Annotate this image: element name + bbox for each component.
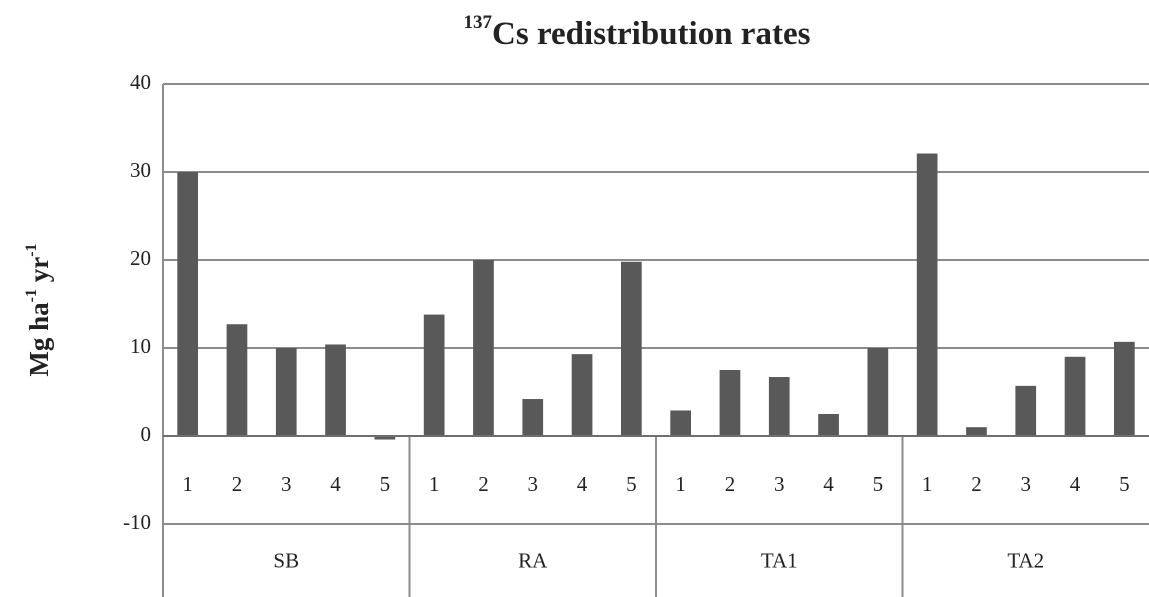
text-part: yr <box>24 257 54 289</box>
bar <box>867 348 889 436</box>
y-axis-label: Mg ha-1 yr-1 <box>23 243 55 376</box>
bar <box>818 414 839 436</box>
x-tick-label: 4 <box>1070 472 1081 496</box>
x-tick-label: 3 <box>1021 472 1032 496</box>
group-label: TA1 <box>761 548 798 572</box>
x-tick-label: 5 <box>873 472 884 496</box>
text-part: Cs redistribution rates <box>492 16 811 52</box>
chart-title: 137Cs redistribution rates <box>464 12 811 51</box>
superscript: -1 <box>23 243 40 256</box>
bar <box>916 153 938 436</box>
x-tick-label: 2 <box>478 472 489 496</box>
x-tick-label: 2 <box>971 472 982 496</box>
group-label: SB <box>273 548 299 572</box>
bar <box>1064 356 1086 436</box>
bar <box>177 172 199 436</box>
y-tick-label: -10 <box>123 510 151 534</box>
x-tick-label: 1 <box>429 472 440 496</box>
bar <box>522 399 544 436</box>
x-tick-label: 4 <box>330 472 341 496</box>
bar <box>374 436 396 440</box>
y-tick-label: 10 <box>130 334 151 358</box>
x-tick-label: 4 <box>823 472 834 496</box>
x-tick-label: 4 <box>577 472 588 496</box>
y-tick-label: 40 <box>130 70 151 94</box>
group-label: RA <box>518 548 548 572</box>
bar <box>719 370 741 436</box>
x-tick-label: 3 <box>528 472 539 496</box>
x-tick-label: 3 <box>774 472 785 496</box>
bar <box>620 261 642 436</box>
superscript: 137 <box>464 12 493 33</box>
x-tick-label: 1 <box>182 472 193 496</box>
group-label: TA2 <box>1007 548 1044 572</box>
bar <box>1015 385 1037 436</box>
bar <box>768 377 790 436</box>
bar <box>473 260 494 436</box>
y-tick-label: 30 <box>130 158 151 182</box>
x-tick-label: 1 <box>675 472 686 496</box>
bar <box>571 354 593 436</box>
bar <box>670 410 692 436</box>
bar <box>966 427 987 436</box>
text-part: Mg ha <box>24 302 54 377</box>
x-tick-label: 5 <box>626 472 637 496</box>
bar <box>275 348 297 436</box>
bar <box>325 344 346 436</box>
y-tick-label: 20 <box>130 246 151 270</box>
bar <box>423 314 445 436</box>
bar <box>226 324 248 436</box>
x-tick-label: 1 <box>922 472 933 496</box>
bar <box>1113 341 1135 436</box>
x-tick-label: 3 <box>281 472 292 496</box>
superscript: -1 <box>23 289 40 302</box>
y-tick-label: 0 <box>141 422 152 446</box>
x-tick-label: 2 <box>725 472 736 496</box>
x-tick-label: 5 <box>1119 472 1130 496</box>
x-tick-label: 2 <box>232 472 243 496</box>
x-tick-label: 5 <box>380 472 391 496</box>
